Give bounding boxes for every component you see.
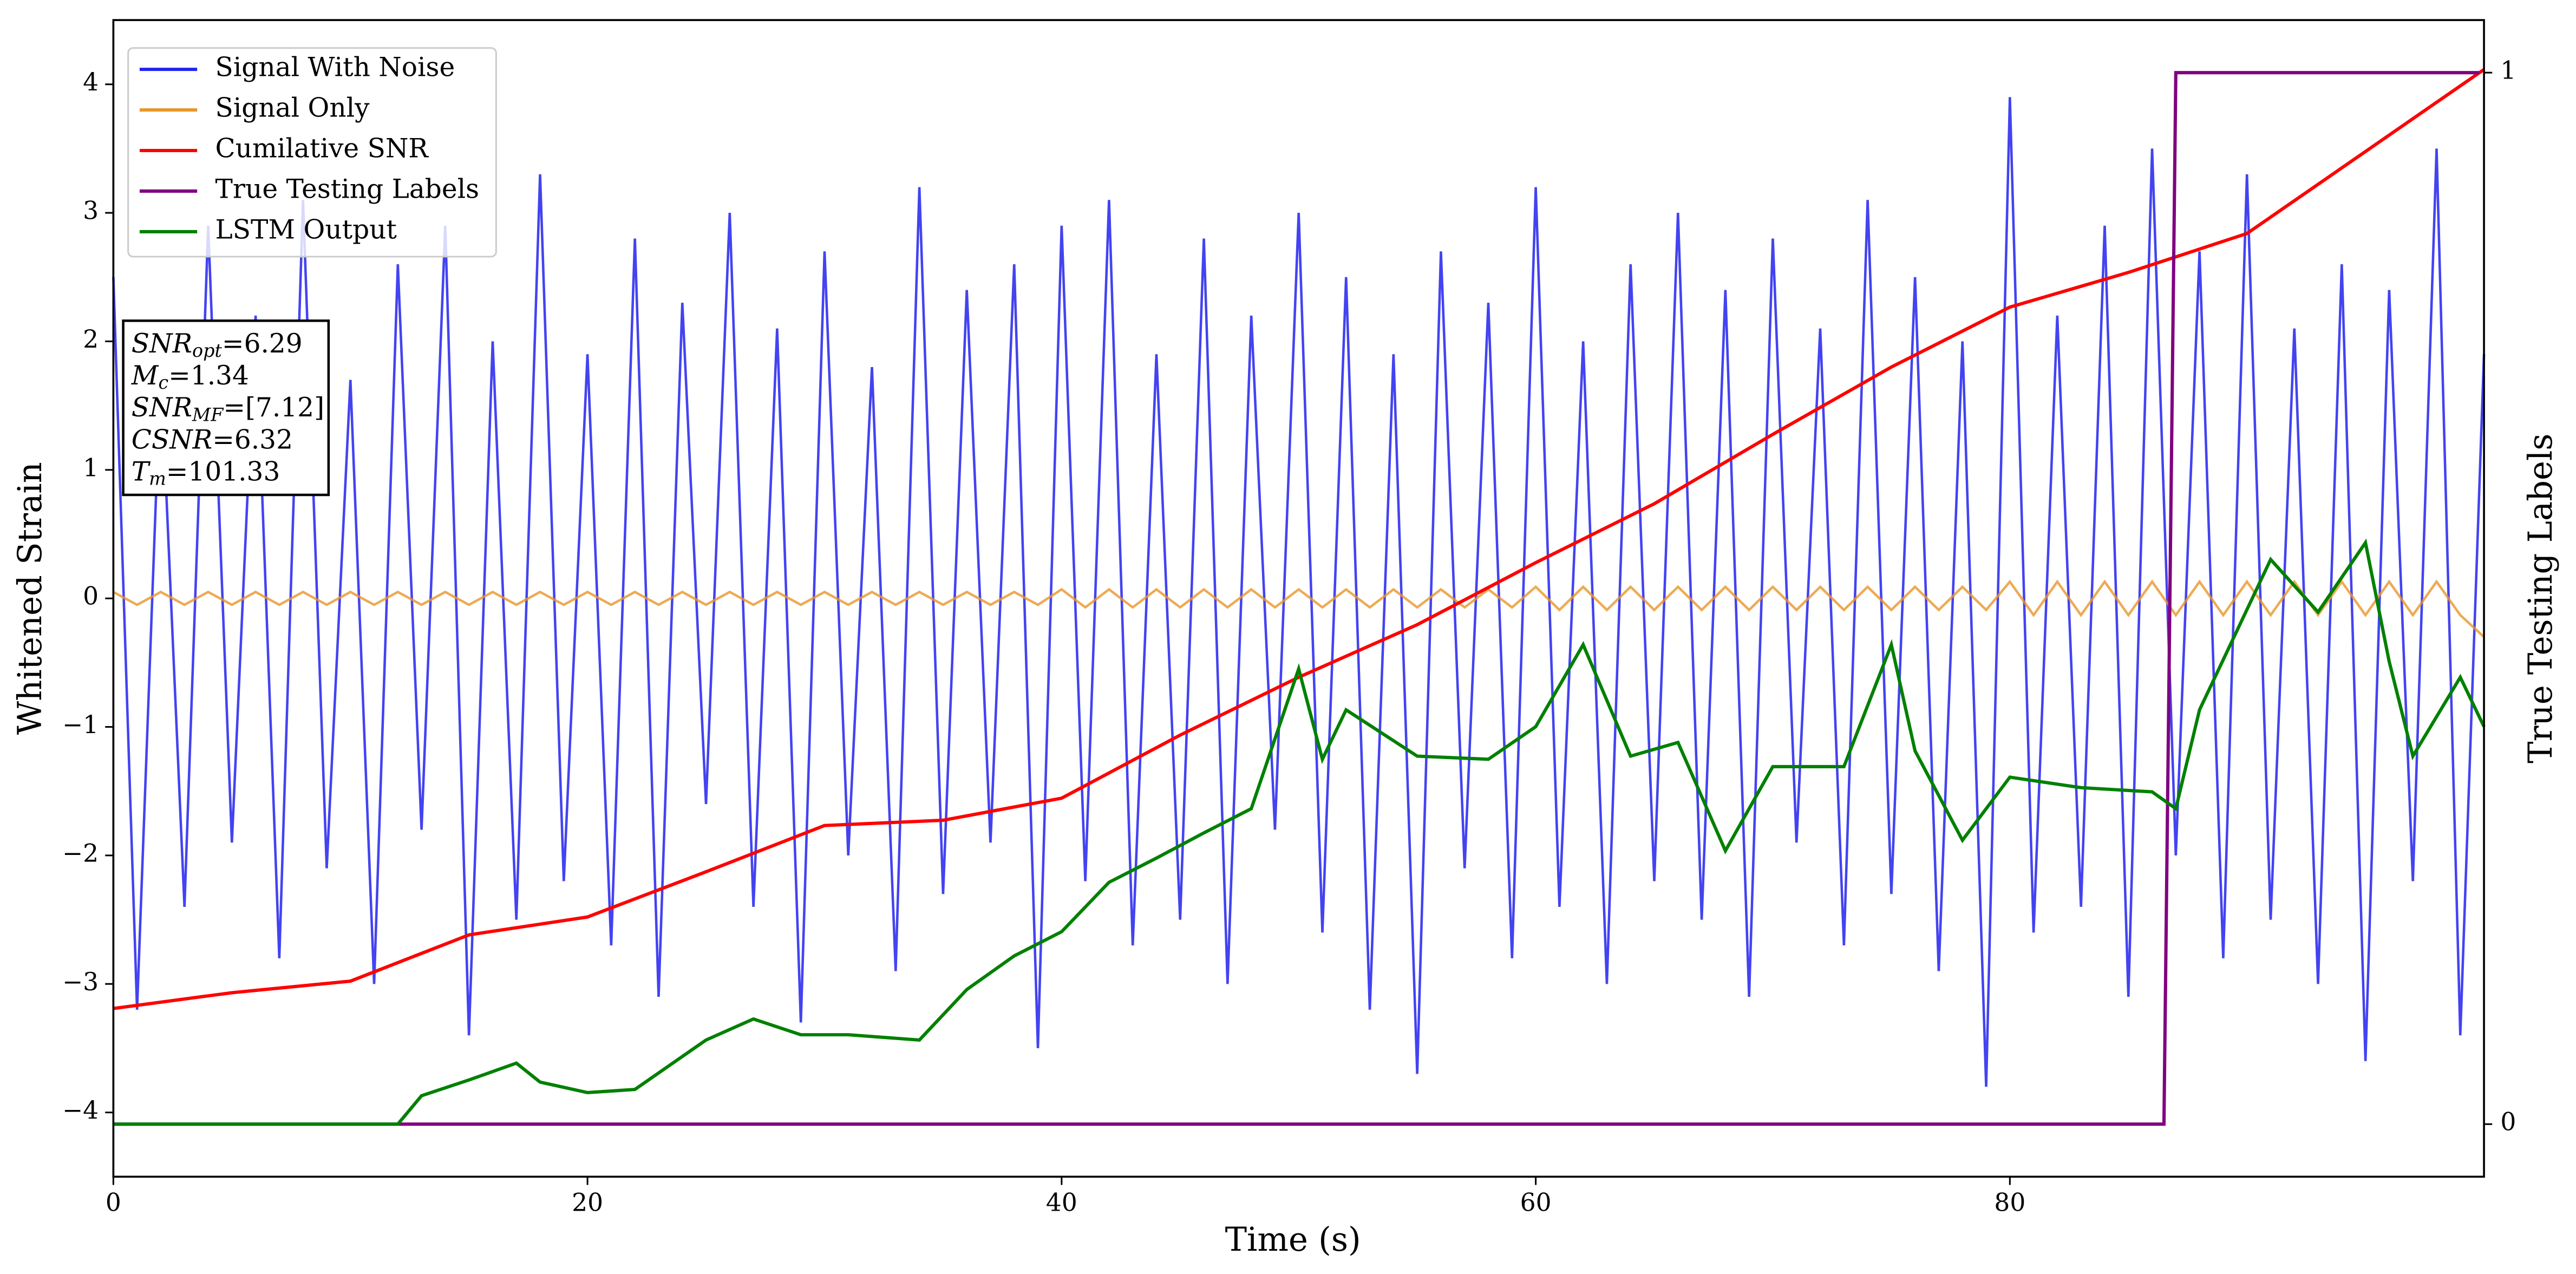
legend-label: Signal Only xyxy=(215,93,370,123)
annotation-line: SNRopt=6.29 xyxy=(132,328,303,361)
annotation-subscript: MF xyxy=(192,404,224,425)
legend-box xyxy=(127,47,497,258)
y-tick-label: 2 xyxy=(83,325,99,354)
legend-label: True Testing Labels xyxy=(215,174,480,204)
annotation-symbol: T xyxy=(132,456,151,487)
y2-tick-label: 0 xyxy=(2500,1108,2516,1136)
annotation-box xyxy=(122,319,330,496)
x-tick-label: 40 xyxy=(1046,1188,1077,1217)
x-tick-label: 60 xyxy=(1520,1188,1552,1217)
x-tick-label: 80 xyxy=(1994,1188,2025,1217)
series-line xyxy=(113,68,2485,1010)
annotation-value: =6.29 xyxy=(222,328,303,358)
y-tick-label: 4 xyxy=(83,68,99,96)
annotation-symbol: M xyxy=(131,361,159,391)
legend: Signal With Noise Signal Only Cumilative S… xyxy=(127,47,497,258)
annotation-subscript: m xyxy=(149,468,166,489)
series-line xyxy=(112,97,2486,1087)
y-axis-label: Whitened Strain xyxy=(11,462,49,735)
y-tick-label: −1 xyxy=(62,710,99,739)
y2-tick-label: 1 xyxy=(2500,56,2516,85)
y-tick-label: 0 xyxy=(83,582,99,611)
y-tick-label: 1 xyxy=(83,453,99,482)
annotation-line: Mc=1.34 xyxy=(131,361,249,394)
annotation-value: =6.32 xyxy=(212,424,293,455)
annotation-value: =1.34 xyxy=(168,361,249,391)
annotation-subscript: c xyxy=(158,372,168,393)
x-tick-label: 20 xyxy=(572,1188,603,1217)
y-tick-label: −3 xyxy=(62,968,99,996)
annotation-subscript: opt xyxy=(192,340,222,361)
x-axis-label: Time (s) xyxy=(1225,1221,1361,1259)
annotation-line: SNRMF=[7.12] xyxy=(132,393,324,426)
y-tick-label: −2 xyxy=(62,839,99,867)
annotation-symbol: SNR xyxy=(132,328,192,358)
y2-axis-label: True Testing Labels xyxy=(2522,434,2560,763)
legend-label: Cumilative SNR xyxy=(215,134,429,164)
series-line xyxy=(113,71,2480,1126)
y-tick-label: 3 xyxy=(83,197,99,225)
annotation-line: CSNR=6.32 xyxy=(132,424,293,455)
series-line xyxy=(113,538,2486,1126)
annotation-symbol: CSNR xyxy=(132,424,212,455)
annotation: SNRopt=6.29Mc=1.34SNRMF=[7.12]CSNR=6.32T… xyxy=(122,319,330,496)
y-tick-label: −4 xyxy=(62,1096,99,1125)
legend-label: LSTM Output xyxy=(215,214,397,245)
annotation-symbol: SNR xyxy=(132,393,192,423)
annotation-line: Tm=101.33 xyxy=(132,456,280,489)
legend-label: Signal With Noise xyxy=(215,53,455,83)
x-tick-label: 0 xyxy=(106,1188,121,1217)
series-line xyxy=(113,579,2485,638)
annotation-value: =101.33 xyxy=(166,456,280,487)
annotation-value: =[7.12] xyxy=(223,393,324,423)
